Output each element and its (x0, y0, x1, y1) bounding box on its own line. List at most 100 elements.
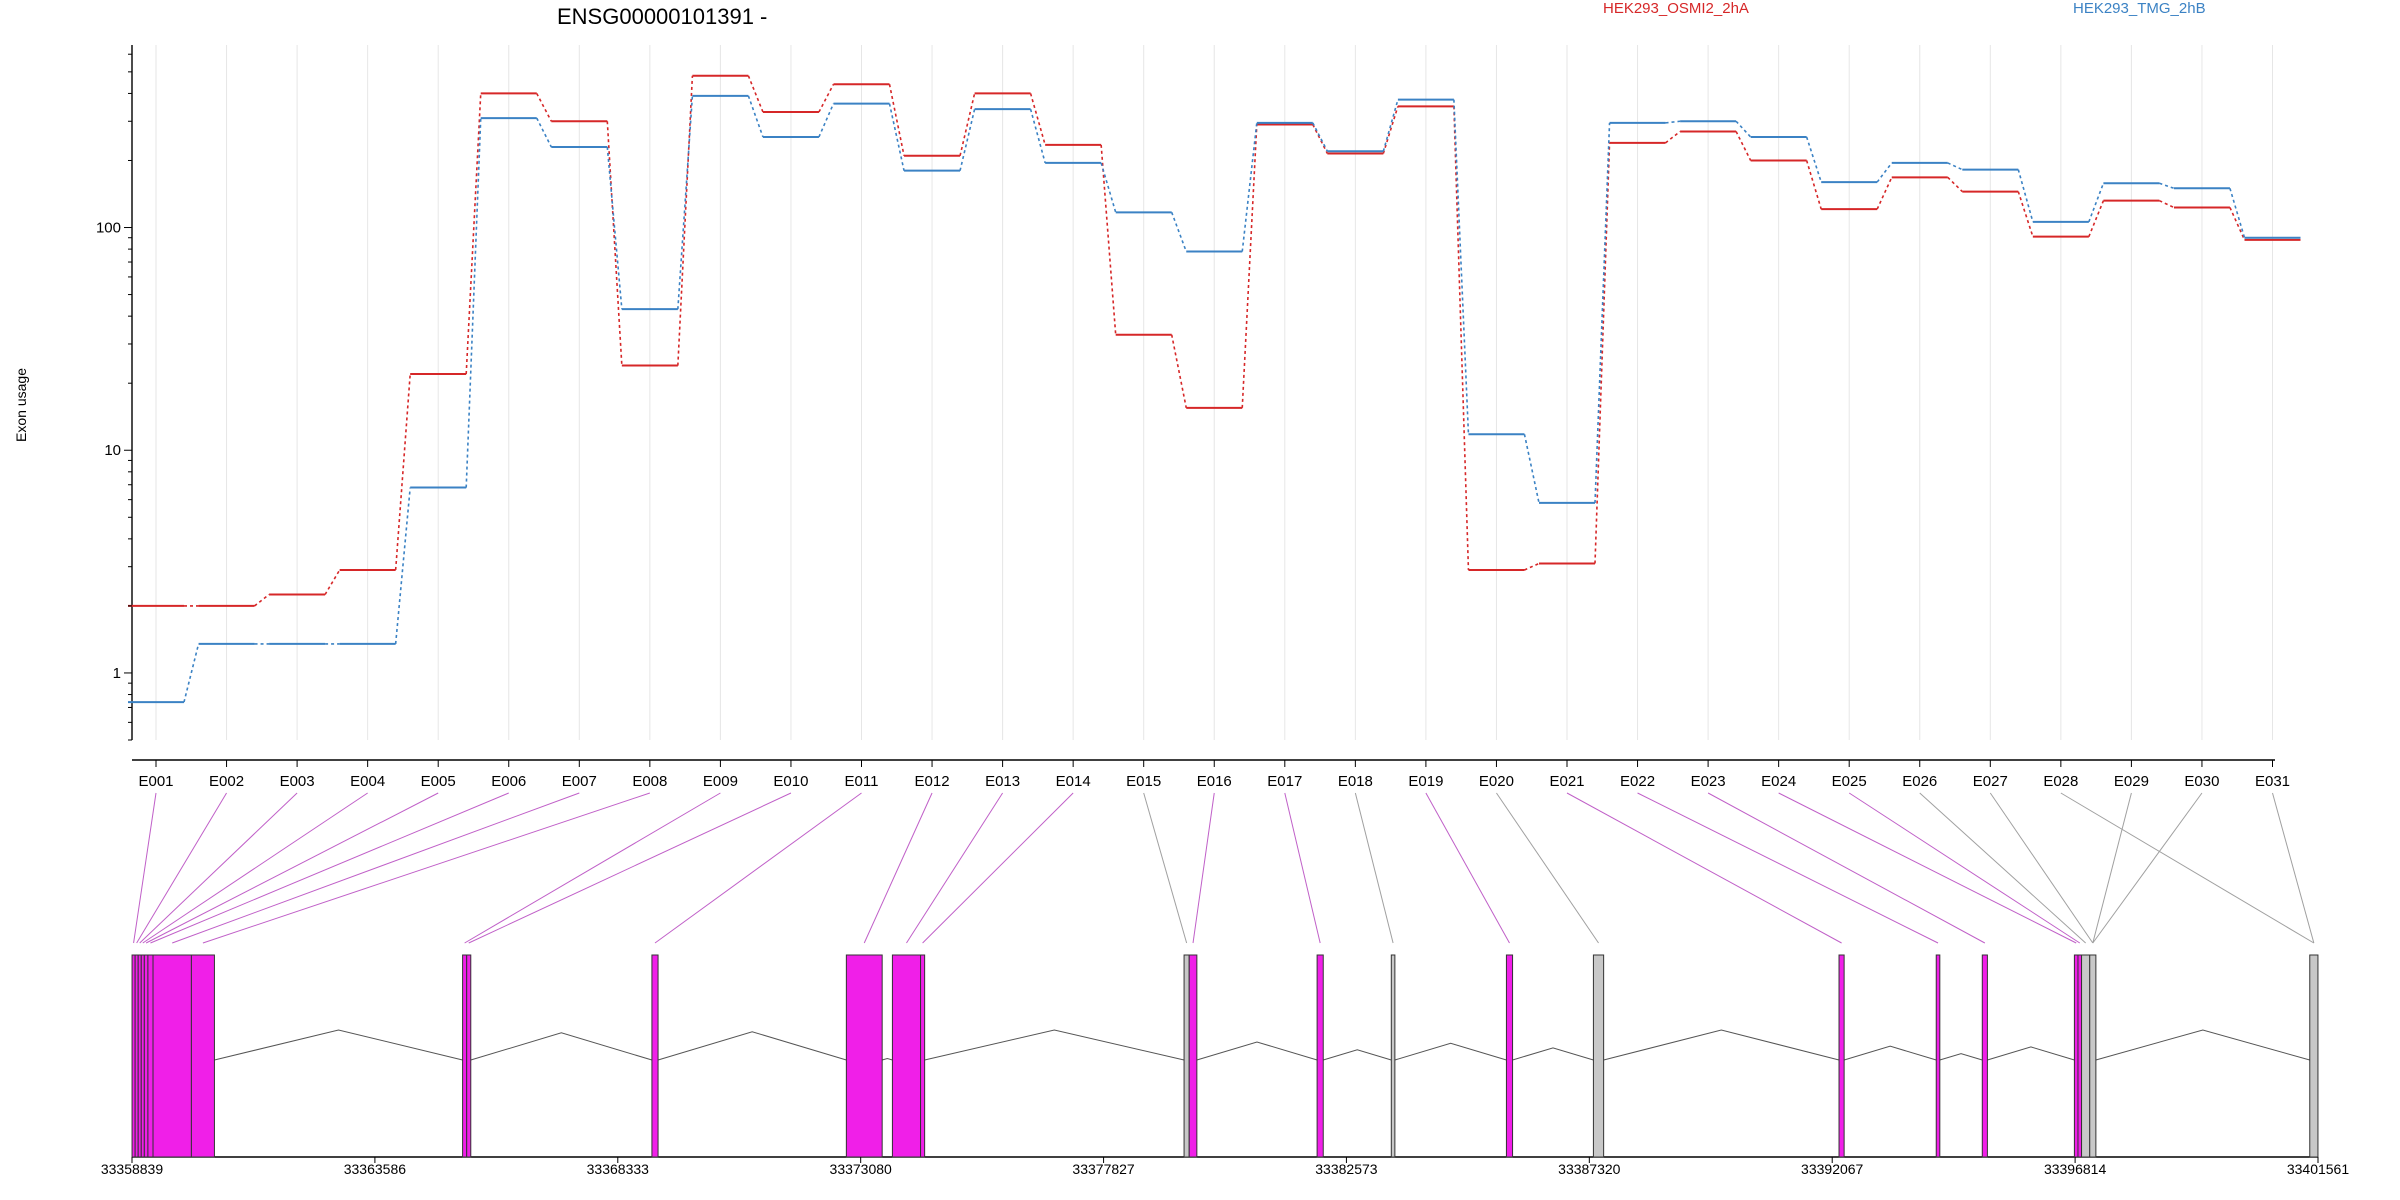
series-link-tmg (1100, 162, 1117, 213)
x-tick-label-E029: E029 (2114, 773, 2149, 790)
series-link-osmi (2159, 199, 2175, 209)
x-tick-label-E016: E016 (1197, 773, 1232, 790)
legend-series-osmi: HEK293_OSMI2_2hA (1603, 0, 1749, 17)
connector-E001 (133, 792, 157, 944)
connector-E009 (464, 792, 721, 944)
x-tick-label-E024: E024 (1761, 773, 1796, 790)
x-tick-label-E022: E022 (1620, 773, 1655, 790)
series-link-osmi (747, 75, 764, 113)
intron-line (1939, 1053, 1983, 1061)
series-link-tmg (1453, 99, 1470, 435)
genomic-tick-label: 33363586 (344, 1161, 407, 1177)
series-link-osmi (1594, 142, 1611, 564)
series-link-tmg (1805, 136, 1822, 183)
intron-line (882, 1057, 893, 1061)
connector-E012 (863, 792, 933, 944)
x-tick-label-E009: E009 (703, 773, 738, 790)
connector-E019 (1425, 792, 1510, 944)
series-link-tmg (2088, 182, 2105, 223)
series-link-osmi (888, 84, 905, 156)
series-link-tmg (394, 487, 411, 645)
intron-line (2095, 1029, 2310, 1061)
x-tick-label-E004: E004 (350, 773, 385, 790)
y-tick-label: 100 (96, 220, 121, 237)
series-link-tmg (747, 95, 764, 138)
x-tick-label-E025: E025 (1832, 773, 1867, 790)
exon-block-E012 (845, 954, 883, 1158)
x-tick-label-E015: E015 (1126, 773, 1161, 790)
intron-line (924, 1029, 1185, 1061)
series-link-osmi (1100, 144, 1117, 335)
exon-connectors (133, 792, 2315, 944)
intron-line (470, 1032, 653, 1061)
x-tick-label-E031: E031 (2255, 773, 2290, 790)
exon-block-E019 (1505, 954, 1514, 1158)
y-tick-label: 1 (113, 665, 121, 682)
series-link-tmg (1241, 122, 1258, 252)
series-link-osmi (959, 93, 976, 156)
exon-block-E021 (1838, 954, 1845, 1158)
connector-E022 (1637, 792, 1939, 944)
exon-block-E024 (2073, 954, 2079, 1158)
connector-E030 (2092, 792, 2203, 944)
x-tick-label-E007: E007 (562, 773, 597, 790)
x-tick-label-E001: E001 (138, 773, 173, 790)
x-tick-label-E008: E008 (632, 773, 667, 790)
series-link-tmg (677, 95, 694, 310)
connector-E031 (2272, 792, 2315, 944)
genomic-tick-label: 33373080 (830, 1161, 893, 1177)
connector-E008 (202, 792, 651, 944)
exon-block-E027 (2089, 954, 2097, 1158)
x-tick-label-E027: E027 (1973, 773, 2008, 790)
series-link-osmi (1241, 124, 1258, 408)
series-link-tmg (959, 108, 976, 171)
connector-E005 (145, 792, 439, 944)
exon-block-E023 (1981, 954, 1988, 1158)
series-link-tmg (1170, 212, 1188, 252)
series-link-tmg (1312, 122, 1329, 152)
intron-line (657, 1031, 847, 1061)
connector-E017 (1284, 792, 1321, 944)
connector-E028 (2060, 792, 2315, 944)
series-link-tmg (818, 103, 835, 138)
series-link-osmi (1312, 124, 1329, 154)
x-tick-label-E023: E023 (1691, 773, 1726, 790)
series-lines (128, 74, 2301, 704)
series-link-tmg (1876, 162, 1893, 183)
series-link-osmi (1453, 106, 1470, 570)
series-link-tmg (1735, 120, 1752, 138)
connector-E026 (1919, 792, 2086, 944)
exon-block-E028 (2309, 954, 2319, 1158)
x-tick-label-E028: E028 (2043, 773, 2078, 790)
intron-line (1323, 1049, 1392, 1061)
series-link-osmi (2088, 200, 2105, 237)
connector-E027 (1989, 792, 2094, 944)
series-link-tmg (1523, 434, 1540, 504)
series-link-tmg (2017, 169, 2034, 223)
series-link-osmi (1735, 131, 1752, 161)
x-tick-label-E021: E021 (1549, 773, 1584, 790)
x-tick-label-E026: E026 (1902, 773, 1937, 790)
connector-E023 (1707, 792, 1986, 944)
chart-title: ENSG00000101391 - (557, 4, 767, 29)
exon-block-E007 (152, 954, 192, 1158)
intron-line (1394, 1042, 1507, 1061)
x-tick-label-E006: E006 (491, 773, 526, 790)
series-link-tmg (888, 103, 905, 171)
x-tick-label-E030: E030 (2184, 773, 2219, 790)
exon-block-E014 (920, 954, 926, 1158)
x-tick-label-E019: E019 (1408, 773, 1443, 790)
gene-model (131, 954, 2319, 1158)
exon-block-E025 (2077, 954, 2083, 1158)
x-tick-label-E017: E017 (1267, 773, 1302, 790)
genomic-tick-label: 33368333 (587, 1161, 650, 1177)
genomic-tick-label: 33396814 (2044, 1161, 2107, 1177)
connector-E020 (1496, 792, 1599, 944)
series-link-osmi (394, 373, 411, 571)
x-tick-label-E020: E020 (1479, 773, 1514, 790)
x-tick-label-E002: E002 (209, 773, 244, 790)
genomic-tick-label: 33401561 (2287, 1161, 2350, 1177)
x-tick-label-E018: E018 (1338, 773, 1373, 790)
exon-block-E011 (651, 954, 659, 1158)
x-tick-label-E005: E005 (421, 773, 456, 790)
